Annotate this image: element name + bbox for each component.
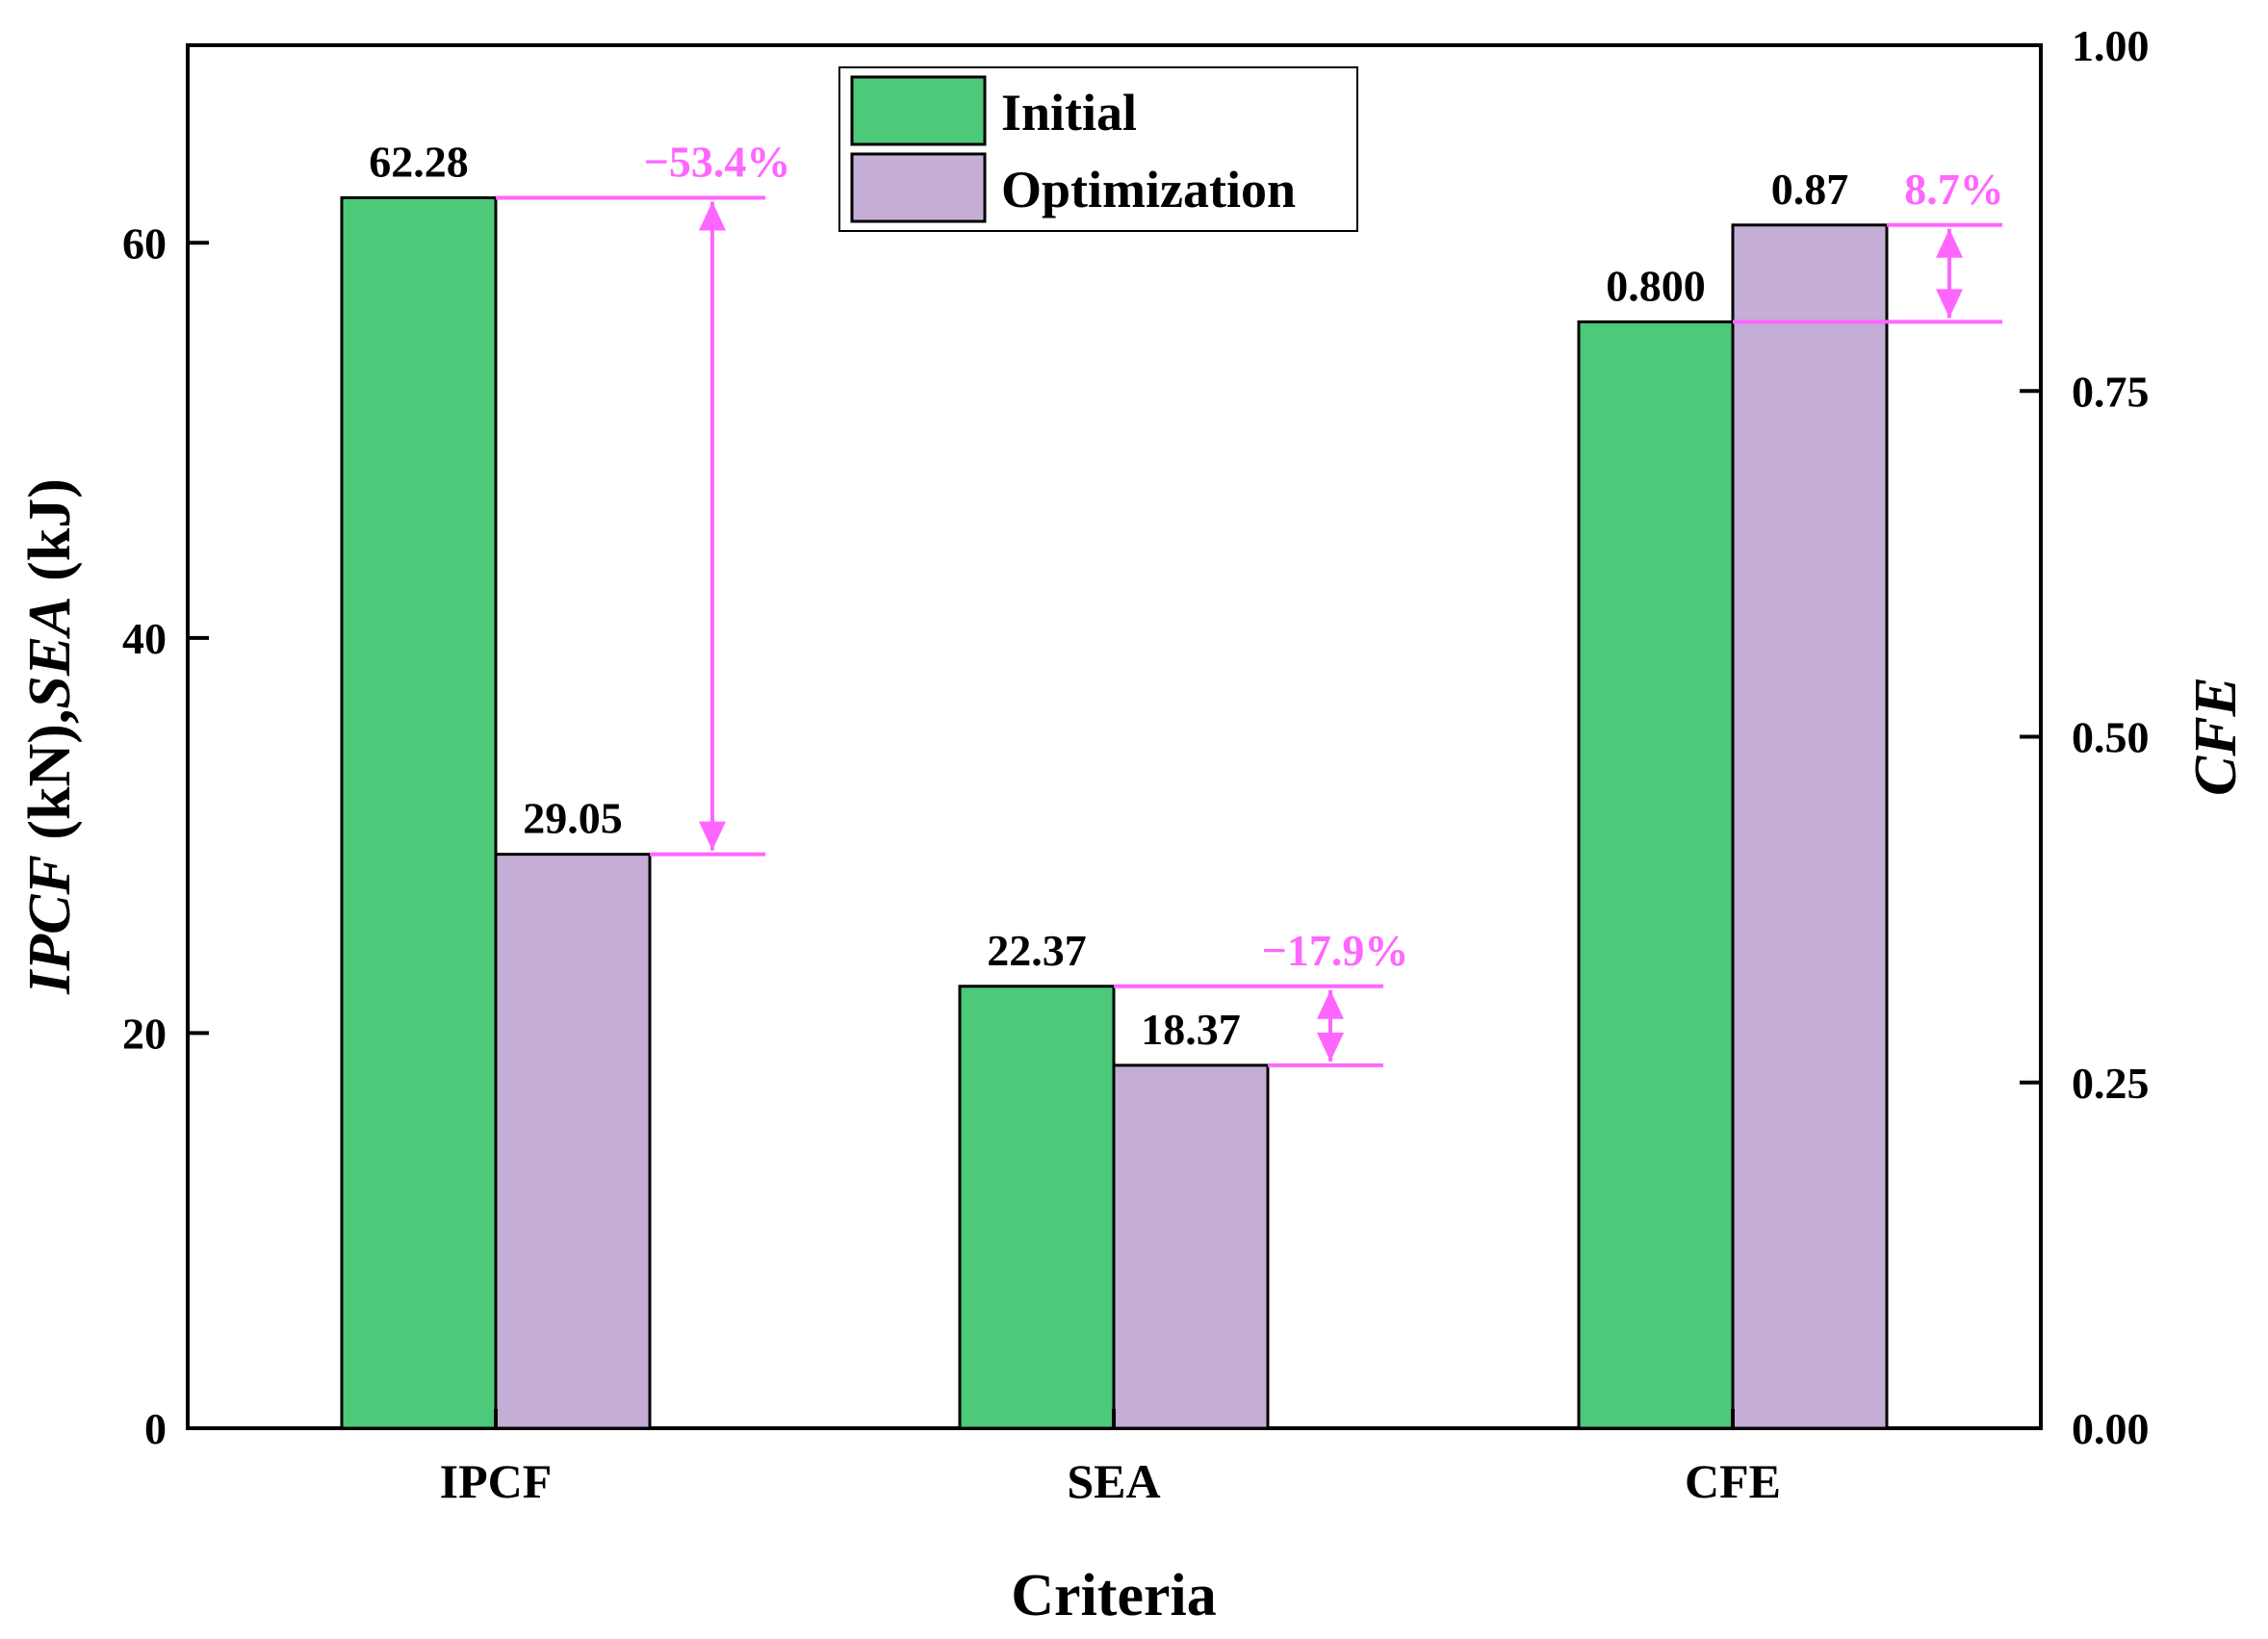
legend-label-optimization: Optimization [1001,161,1296,218]
bars-group: 62.28 29.05 22.37 18.37 0.800 0.87 [340,137,1889,1430]
change-arrowhead [1317,989,1344,1019]
category-label-cfe: CFE [1685,1454,1781,1508]
bar-optimization-ipcf [494,853,652,1430]
bar-initial-ipcf [340,195,498,1430]
category-label-ipcf: IPCF [440,1454,553,1508]
right-tick-label: 0.25 [2072,1059,2150,1108]
legend-swatch-optimization [850,152,987,223]
legend-label-initial: Initial [1001,84,1137,141]
value-label-optimization-cfe: 0.87 [1771,165,1849,214]
bar-optimization-sea [1112,1063,1270,1430]
y-axis-left-title-part: SEA [17,596,83,708]
change-label-cfe: 8.7% [1904,165,2004,214]
y-axis-right-title: CFE [2183,677,2249,796]
change-label-sea: −17.9% [1262,926,1409,975]
right-tick-label: 0.00 [2072,1404,2150,1453]
bar-optimization-cfe [1731,223,1889,1430]
value-label-initial-sea: 22.37 [987,926,1087,975]
change-arrowhead [699,201,726,231]
change-arrowhead [1317,1032,1344,1062]
y-axis-left-title: IPCF (kN),SEA (kJ) [17,478,83,995]
right-tick-label: 1.00 [2072,21,2150,70]
value-label-initial-ipcf: 62.28 [369,137,469,186]
change-label-ipcf: −53.4% [644,137,791,186]
bar-initial-cfe [1577,320,1735,1430]
right-axis: 0.00 0.25 0.50 0.75 1.00 [2020,21,2150,1453]
category-labels: IPCF SEA CFE [440,1409,1781,1508]
change-arrowhead [1936,289,1963,319]
y-axis-left-title-part: (kJ) [17,478,83,596]
y-axis-left-title-part: IPCF [17,855,83,995]
x-axis-title: Criteria [1011,1563,1216,1628]
left-axis: 0 20 40 60 [122,218,209,1453]
right-tick-label: 0.50 [2072,713,2150,762]
left-tick-label: 40 [122,614,167,663]
left-tick-label: 0 [144,1404,167,1453]
value-label-initial-cfe: 0.800 [1606,261,1706,310]
y-axis-left-title-part: (kN), [17,709,83,856]
bar-initial-sea [958,985,1116,1430]
change-arrowhead [1936,228,1963,258]
right-tick-label: 0.75 [2072,367,2150,416]
left-tick-label: 60 [122,218,167,268]
value-label-optimization-sea: 18.37 [1141,1005,1241,1054]
change-annotations: −53.4% −17.9% 8.7% [496,137,2004,1067]
value-label-optimization-ipcf: 29.05 [523,794,623,843]
left-tick-label: 20 [122,1009,167,1058]
legend: Initial Optimization [838,66,1358,232]
change-arrowhead [699,821,726,851]
category-label-sea: SEA [1067,1454,1160,1508]
legend-swatch-initial [850,75,987,146]
